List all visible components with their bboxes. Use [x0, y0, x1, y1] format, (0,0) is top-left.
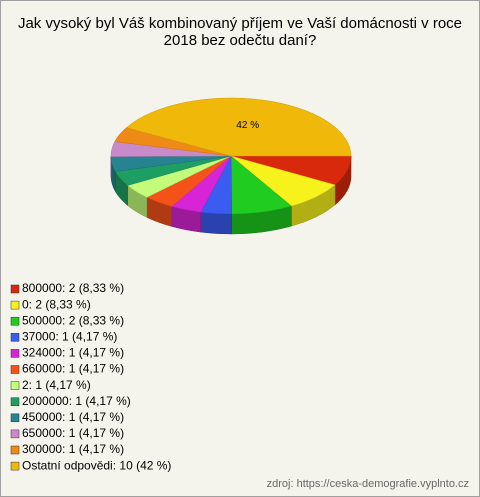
legend-label: 300000: 1 (4,17 %): [22, 442, 124, 456]
legend-swatch: [10, 381, 20, 390]
legend-swatch: [10, 445, 20, 455]
legend-swatch: [10, 284, 20, 294]
legend-label: 450000: 1 (4,17 %): [22, 410, 124, 424]
legend-swatch: [10, 365, 20, 374]
legend-label: 800000: 2 (8,33 %): [22, 281, 124, 295]
source: zdroj: https://ceska-demografie.vyplnto.…: [267, 478, 469, 490]
legend-label: 650000: 1 (4,17 %): [22, 426, 124, 440]
legend-label: 0: 2 (8,33 %): [22, 297, 91, 311]
legend-swatch: [10, 397, 20, 406]
legend-swatch: [10, 333, 20, 342]
data-label: 42 %: [236, 120, 259, 131]
slice-side: [200, 211, 232, 235]
legend-swatch: [10, 349, 20, 358]
legend-label: 2000000: 1 (4,17 %): [22, 394, 131, 408]
legend-swatch: [10, 316, 20, 326]
legend-label: 660000: 1 (4,17 %): [22, 362, 124, 376]
slice: [125, 97, 352, 157]
legend-swatch: [10, 461, 20, 471]
legend-swatch: [10, 429, 20, 439]
legend-label: 2: 1 (4,17 %): [22, 378, 91, 392]
legend-label: 324000: 1 (4,17 %): [22, 346, 124, 360]
legend-swatch: [10, 413, 20, 423]
legend-label: Ostatní odpovědi: 10 (42 %): [22, 458, 171, 472]
legend-label: 37000: 1 (4,17 %): [22, 329, 117, 343]
legend-label: 500000: 2 (8,33 %): [22, 313, 124, 327]
legend-swatch: [10, 300, 20, 310]
chart-title: Jak vysoký byl Váš kombinovaný příjem ve…: [17, 15, 463, 49]
